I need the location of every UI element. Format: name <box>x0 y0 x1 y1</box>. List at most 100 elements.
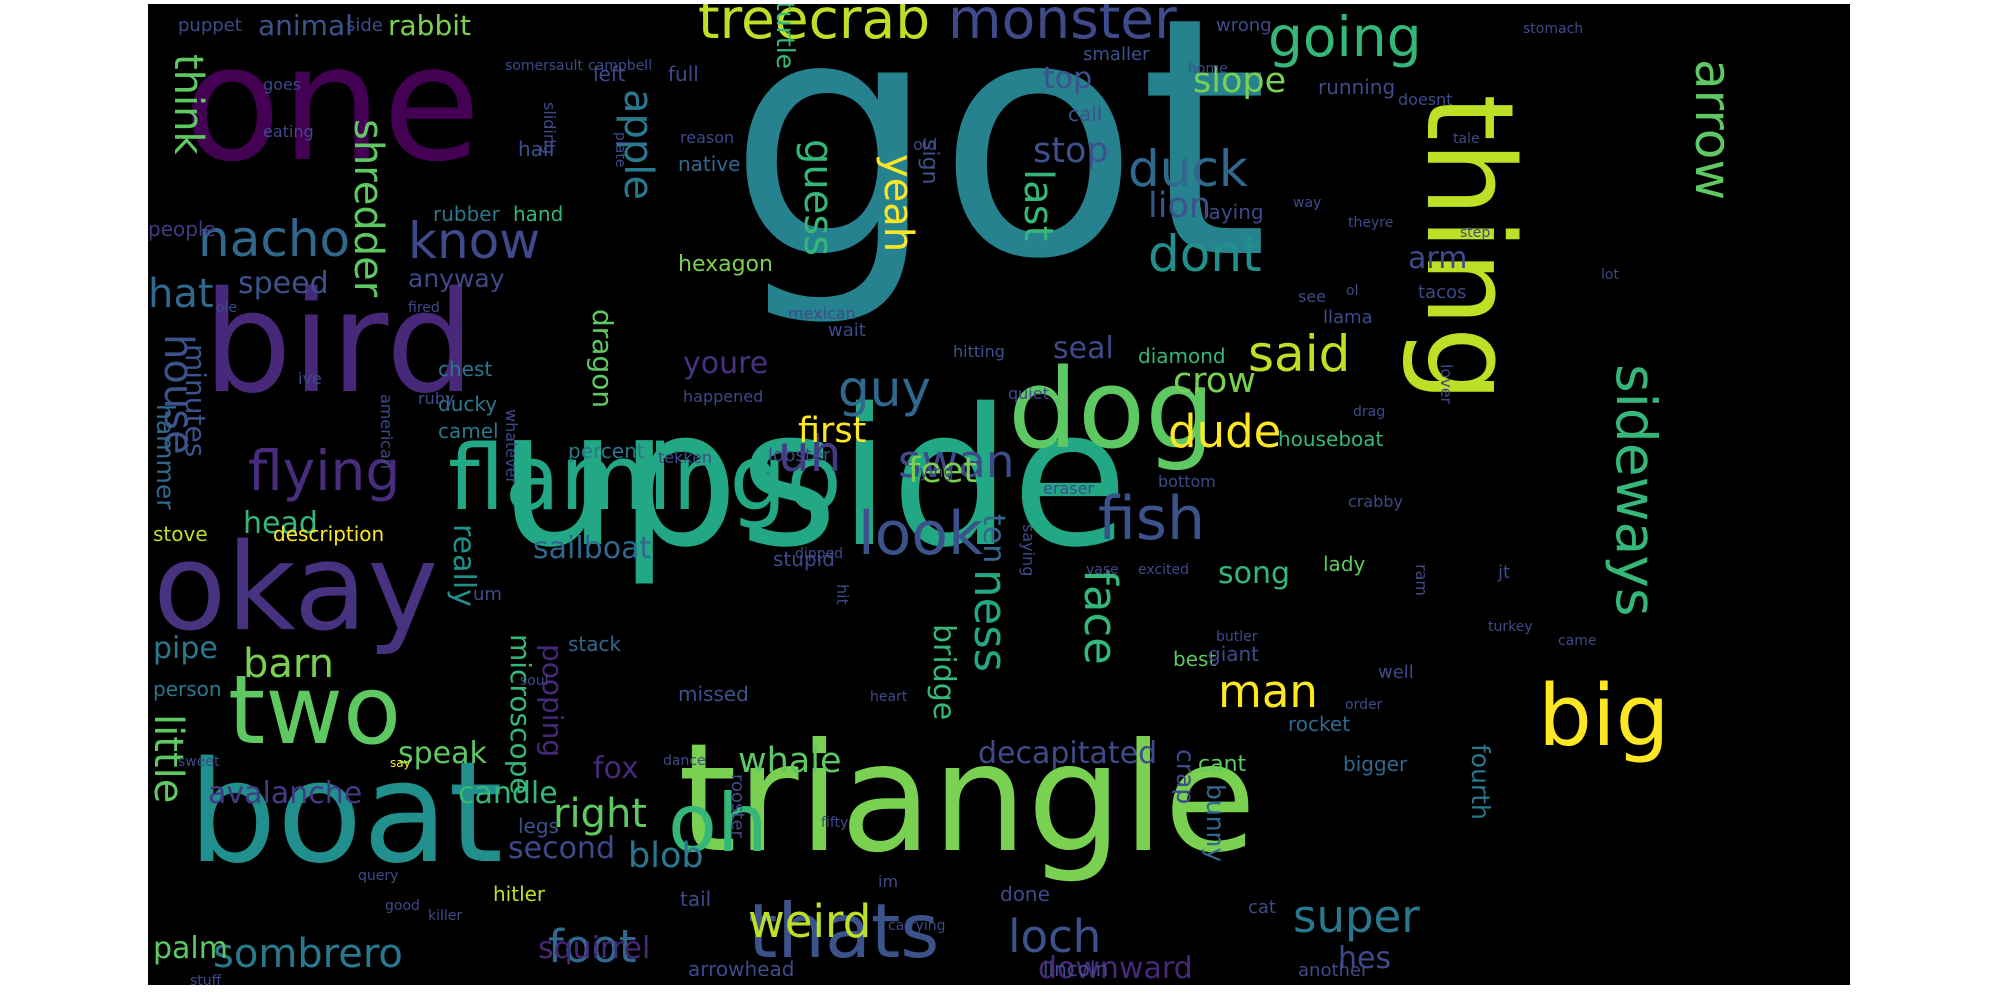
word-song: song <box>1218 556 1291 591</box>
word-say: say <box>390 756 411 770</box>
word-hexagon: hexagon <box>678 252 773 277</box>
word-hes: hes <box>1338 941 1392 976</box>
word-oh: oh <box>668 777 768 870</box>
word-said: said <box>1248 325 1351 383</box>
word-legs: legs <box>518 814 559 838</box>
word-thing: thing <box>1399 94 1538 403</box>
word-fired: fired <box>408 300 440 316</box>
word-fish: fish <box>1098 484 1206 554</box>
word-doesnt: doesnt <box>1398 90 1453 109</box>
word-home: home <box>1188 61 1228 77</box>
word-happened: happened <box>683 387 764 406</box>
word-pipe: pipe <box>153 631 218 666</box>
word-killer: killer <box>428 908 463 924</box>
word-quiet: quiet <box>1008 384 1049 403</box>
word-blob: blob <box>628 836 704 876</box>
word-ness: ness <box>964 569 1017 673</box>
word-lion: lion <box>1148 186 1212 226</box>
word-see: see <box>1298 287 1327 306</box>
word-giant: giant <box>1208 642 1260 666</box>
word-eraser: eraser <box>1043 479 1094 498</box>
word-jt: jt <box>1498 562 1511 583</box>
word-crabby: crabby <box>1348 492 1403 511</box>
word-query: query <box>358 868 399 884</box>
word-stack: stack <box>568 632 622 656</box>
word-lady: lady <box>1323 552 1366 576</box>
word-face: face <box>1074 569 1127 665</box>
word-ive: ive <box>298 369 322 388</box>
word-flamingo: flamingo <box>448 426 842 531</box>
word-theyre: theyre <box>1348 215 1394 231</box>
word-carrying: carrying <box>888 918 946 934</box>
word-laying: laying <box>1203 200 1264 224</box>
word-sliding: sliding <box>540 102 559 155</box>
word-foot: foot <box>548 920 637 973</box>
word-hammer: hammer <box>151 404 180 510</box>
word-native: native <box>678 152 741 176</box>
word-dance: dance <box>663 753 706 769</box>
word-missed: missed <box>678 682 749 706</box>
word-cloud: got upside triangle thing one boat bird okay two… <box>148 4 1850 985</box>
word-okay: okay <box>153 519 439 658</box>
word-treecrab: treecrab <box>698 4 931 51</box>
word-rocket: rocket <box>1288 712 1351 736</box>
word-lincoln: lincoln <box>1043 957 1109 981</box>
word-thats: thats <box>748 887 940 975</box>
word-ram: ram <box>1412 564 1431 596</box>
word-feet: feet <box>908 451 978 491</box>
word-decapitated: decapitated <box>978 736 1158 771</box>
word-whale: whale <box>738 741 842 781</box>
word-good: good <box>385 898 420 914</box>
word-plate: plate <box>612 132 628 168</box>
word-rubber: rubber <box>433 202 500 226</box>
word-came: came <box>1558 633 1597 649</box>
word-hand: hand <box>513 202 564 226</box>
word-drag: drag <box>1353 404 1386 420</box>
word-swan: swan <box>898 435 1015 488</box>
word-cant: cant <box>1198 752 1247 777</box>
word-one: one <box>183 10 481 197</box>
word-side: side <box>346 15 383 36</box>
word-last: last <box>1015 169 1061 242</box>
word-think: think <box>165 54 211 155</box>
word-bunny: bunny <box>1201 784 1230 863</box>
word-seal: seal <box>1053 331 1114 366</box>
word-dragon: dragon <box>586 309 619 409</box>
word-puppet: puppet <box>178 15 242 36</box>
word-upside: upside <box>498 368 1129 589</box>
word-second: second <box>508 831 615 866</box>
word-best: best <box>1173 647 1217 671</box>
word-rooster: rooster <box>727 774 748 838</box>
word-dont: dont <box>1148 225 1262 283</box>
word-uh: uh <box>778 425 842 483</box>
word-arm: arm <box>1408 241 1468 276</box>
word-excited: excited <box>1138 562 1189 578</box>
word-crow: crow <box>1173 361 1256 401</box>
word-tekken: tekken <box>658 448 713 467</box>
word-crap: crap <box>1171 749 1200 805</box>
word-arrowhead: arrowhead <box>688 957 795 981</box>
word-stuff: stuff <box>190 973 222 985</box>
word-um: um <box>473 584 502 605</box>
word-half: half <box>518 137 556 161</box>
word-well: well <box>1378 662 1414 683</box>
word-butler: butler <box>1216 629 1258 645</box>
word-vase: vase <box>1086 562 1119 578</box>
word-ten: ten <box>976 514 1011 564</box>
word-rabbit: rabbit <box>388 9 471 42</box>
word-house: house <box>155 334 201 455</box>
word-flying: flying <box>248 439 401 503</box>
word-hat: hat <box>148 271 214 317</box>
word-order: order <box>1345 697 1383 713</box>
word-triangle: triangle <box>678 712 1257 886</box>
word-two: two <box>228 656 402 766</box>
word-another: another <box>1298 960 1369 981</box>
word-monster: monster <box>948 4 1177 51</box>
word-smaller: smaller <box>1083 44 1150 65</box>
word-lover: lover <box>1437 364 1456 405</box>
word-duck: duck <box>1128 140 1248 198</box>
word-going: going <box>1268 5 1422 69</box>
word-head: head <box>243 506 318 541</box>
word-percent: percent <box>568 439 645 463</box>
word-palm: palm <box>153 931 228 966</box>
